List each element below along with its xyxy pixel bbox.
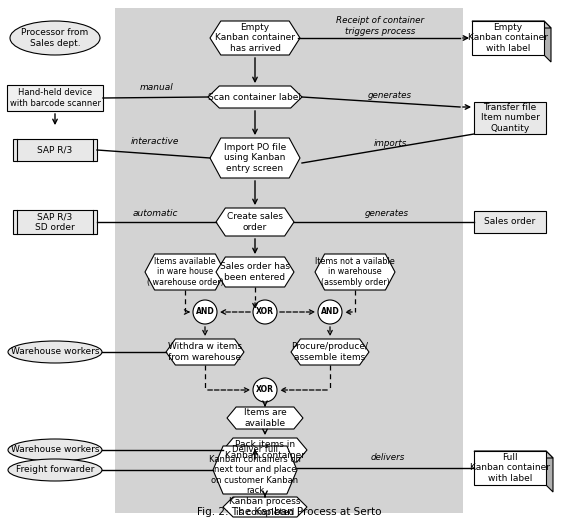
Text: Withdra w items
from warehouse: Withdra w items from warehouse bbox=[168, 342, 242, 362]
Text: Hand-held device
with barcode scanner: Hand-held device with barcode scanner bbox=[9, 88, 101, 108]
Text: automatic: automatic bbox=[132, 209, 178, 218]
Text: Kanban process
is completed: Kanban process is completed bbox=[229, 497, 301, 517]
Text: XOR: XOR bbox=[256, 385, 274, 394]
Text: Sales order has
been entered: Sales order has been entered bbox=[220, 263, 290, 282]
Circle shape bbox=[318, 300, 342, 324]
Text: Full
Kanban container
with label: Full Kanban container with label bbox=[470, 453, 550, 483]
Polygon shape bbox=[223, 438, 307, 462]
Text: Procure/produce/
assemble items: Procure/produce/ assemble items bbox=[291, 342, 369, 362]
Bar bbox=[474, 211, 546, 233]
Text: Empty
Kanban container
has arrived: Empty Kanban container has arrived bbox=[215, 23, 295, 53]
Text: interactive: interactive bbox=[131, 138, 179, 146]
Polygon shape bbox=[216, 257, 294, 287]
Polygon shape bbox=[472, 21, 551, 28]
Polygon shape bbox=[315, 254, 395, 290]
Polygon shape bbox=[223, 497, 307, 517]
Bar bbox=[474, 102, 546, 134]
Text: SAP R/3
SD order: SAP R/3 SD order bbox=[35, 212, 75, 232]
Bar bbox=[115, 8, 463, 513]
Ellipse shape bbox=[8, 459, 102, 481]
Bar bbox=[13, 210, 97, 234]
Text: XOR: XOR bbox=[256, 308, 274, 316]
Bar bbox=[474, 451, 546, 485]
Text: AND: AND bbox=[321, 308, 339, 316]
Ellipse shape bbox=[8, 439, 102, 461]
Text: Pack items in
Kanban container: Pack items in Kanban container bbox=[225, 440, 305, 460]
Text: Deliver full
Kanban containers on
next tour and place
on customer Kanban
rack: Deliver full Kanban containers on next t… bbox=[209, 445, 301, 495]
Polygon shape bbox=[210, 21, 300, 55]
Bar bbox=[472, 21, 544, 55]
Text: Warehouse workers: Warehouse workers bbox=[11, 347, 99, 357]
Text: Import PO file
using Kanban
entry screen: Import PO file using Kanban entry screen bbox=[224, 143, 286, 173]
Text: Items available
in ware house
( warehouse order): Items available in ware house ( warehous… bbox=[147, 257, 223, 287]
Text: delivers: delivers bbox=[371, 453, 405, 462]
Bar bbox=[7, 85, 103, 111]
Text: AND: AND bbox=[195, 308, 214, 316]
Polygon shape bbox=[227, 407, 303, 429]
Text: manual: manual bbox=[140, 84, 174, 93]
Polygon shape bbox=[474, 451, 553, 458]
Text: Receipt of container
triggers process: Receipt of container triggers process bbox=[336, 16, 424, 36]
Polygon shape bbox=[208, 86, 302, 108]
Polygon shape bbox=[216, 208, 294, 236]
Text: imports: imports bbox=[373, 139, 407, 147]
Circle shape bbox=[253, 300, 277, 324]
Ellipse shape bbox=[10, 21, 100, 55]
Circle shape bbox=[193, 300, 217, 324]
Text: Empty
Kanban container
with label: Empty Kanban container with label bbox=[468, 23, 548, 53]
Polygon shape bbox=[145, 254, 225, 290]
Polygon shape bbox=[210, 138, 300, 178]
Ellipse shape bbox=[8, 341, 102, 363]
Polygon shape bbox=[546, 451, 553, 492]
Text: Transfer file
Item number
Quantity: Transfer file Item number Quantity bbox=[480, 103, 539, 133]
Text: generates: generates bbox=[365, 209, 409, 218]
Text: Create sales
order: Create sales order bbox=[227, 212, 283, 232]
Text: generates: generates bbox=[368, 92, 412, 100]
Text: Freight forwarder: Freight forwarder bbox=[16, 465, 94, 474]
Text: Items not a vailable
in warehouse
(assembly order): Items not a vailable in warehouse (assem… bbox=[315, 257, 395, 287]
Polygon shape bbox=[291, 339, 369, 365]
Text: Sales order: Sales order bbox=[484, 218, 536, 226]
Text: Warehouse workers: Warehouse workers bbox=[11, 446, 99, 454]
Text: Processor from
Sales dept.: Processor from Sales dept. bbox=[21, 28, 88, 48]
Polygon shape bbox=[166, 339, 244, 365]
Text: Scan container label: Scan container label bbox=[209, 93, 302, 101]
Circle shape bbox=[253, 378, 277, 402]
Bar bbox=[13, 139, 97, 161]
Text: SAP R/3: SAP R/3 bbox=[38, 145, 73, 154]
Polygon shape bbox=[213, 446, 297, 494]
Polygon shape bbox=[544, 21, 551, 62]
Text: Items are
available: Items are available bbox=[243, 408, 286, 428]
Text: Fig. 2: The Kanban Process at Serto: Fig. 2: The Kanban Process at Serto bbox=[197, 507, 381, 517]
